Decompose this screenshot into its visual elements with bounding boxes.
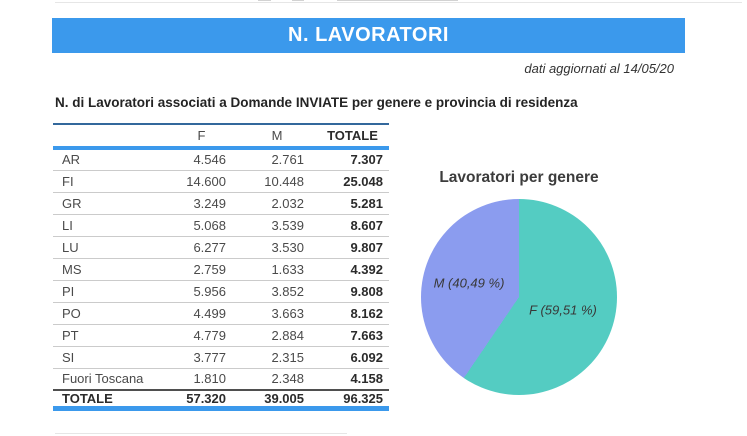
m-value: 10.448 [238, 170, 316, 193]
table-row: PI 5.956 3.852 9.808 [53, 280, 389, 303]
province-label: AR [53, 148, 165, 171]
f-value: 5.068 [165, 214, 238, 237]
province-label: LI [53, 214, 165, 237]
column-header-f: F [165, 123, 238, 150]
province-label: Fuori Toscana [53, 368, 165, 391]
totale-value: 7.663 [316, 324, 389, 347]
f-value: 1.810 [165, 368, 238, 391]
column-header-totale: TOTALE [316, 123, 389, 150]
cropped-content-fragment [258, 0, 271, 1]
totale-value: 4.392 [316, 258, 389, 281]
province-label: GR [53, 192, 165, 215]
province-label: SI [53, 346, 165, 369]
total-f-value: 57.320 [165, 390, 238, 411]
totale-value: 9.807 [316, 236, 389, 259]
table-row: LU 6.277 3.530 9.807 [53, 236, 389, 259]
f-value: 4.546 [165, 148, 238, 171]
table-row: SI 3.777 2.315 6.092 [53, 346, 389, 369]
table-row: FI 14.600 10.448 25.048 [53, 170, 389, 193]
cropped-content-edge-bottom [55, 433, 347, 434]
f-value: 2.759 [165, 258, 238, 281]
f-value: 14.600 [165, 170, 238, 193]
table-header-row: F M TOTALE [53, 123, 389, 150]
province-label: PO [53, 302, 165, 325]
province-label: FI [53, 170, 165, 193]
totale-value: 6.092 [316, 346, 389, 369]
table-row: PO 4.499 3.663 8.162 [53, 302, 389, 325]
cropped-content-fragment [337, 0, 458, 1]
section-heading: N. di Lavoratori associati a Domande INV… [55, 95, 578, 110]
m-value: 2.348 [238, 368, 316, 391]
data-updated-note: dati aggiornati al 14/05/20 [524, 61, 674, 76]
province-label: LU [53, 236, 165, 259]
page-title: N. LAVORATORI [288, 24, 449, 46]
table-row: PT 4.779 2.884 7.663 [53, 324, 389, 347]
table-row: Fuori Toscana 1.810 2.348 4.158 [53, 368, 389, 391]
m-value: 3.539 [238, 214, 316, 237]
f-value: 6.277 [165, 236, 238, 259]
m-value: 3.852 [238, 280, 316, 303]
total-m-value: 39.005 [238, 390, 316, 411]
column-header-m: M [238, 123, 316, 150]
totale-value: 5.281 [316, 192, 389, 215]
m-value: 2.884 [238, 324, 316, 347]
column-header-province [53, 123, 165, 150]
page-title-banner: N. LAVORATORI [52, 18, 685, 53]
table-row: MS 2.759 1.633 4.392 [53, 258, 389, 281]
table-row: LI 5.068 3.539 8.607 [53, 214, 389, 237]
totale-value: 25.048 [316, 170, 389, 193]
table-row: GR 3.249 2.032 5.281 [53, 192, 389, 215]
total-totale-value: 96.325 [316, 390, 389, 411]
f-value: 3.249 [165, 192, 238, 215]
province-label: PT [53, 324, 165, 347]
m-value: 3.530 [238, 236, 316, 259]
cropped-content-edge-top [55, 2, 742, 3]
f-value: 5.956 [165, 280, 238, 303]
pie-slice-label-m: M (40,49 %) [433, 275, 505, 291]
m-value: 1.633 [238, 258, 316, 281]
m-value: 3.663 [238, 302, 316, 325]
province-label: MS [53, 258, 165, 281]
province-label: PI [53, 280, 165, 303]
pie-slice-label-f: F (59,51 %) [529, 302, 597, 318]
table-row: AR 4.546 2.761 7.307 [53, 148, 389, 171]
table-total-row: TOTALE 57.320 39.005 96.325 [53, 390, 389, 411]
total-label: TOTALE [53, 390, 165, 411]
pie-chart-title: Lavoratori per genere [439, 169, 599, 186]
m-value: 2.315 [238, 346, 316, 369]
workers-by-province-table: F M TOTALE AR 4.546 2.761 7.307 FI 14.60… [53, 123, 389, 411]
f-value: 3.777 [165, 346, 238, 369]
totale-value: 8.162 [316, 302, 389, 325]
f-value: 4.499 [165, 302, 238, 325]
m-value: 2.761 [238, 148, 316, 171]
totale-value: 7.307 [316, 148, 389, 171]
m-value: 2.032 [238, 192, 316, 215]
totale-value: 8.607 [316, 214, 389, 237]
totale-value: 9.808 [316, 280, 389, 303]
cropped-content-fragment [292, 0, 304, 1]
f-value: 4.779 [165, 324, 238, 347]
totale-value: 4.158 [316, 368, 389, 391]
pie-chart [421, 199, 617, 395]
